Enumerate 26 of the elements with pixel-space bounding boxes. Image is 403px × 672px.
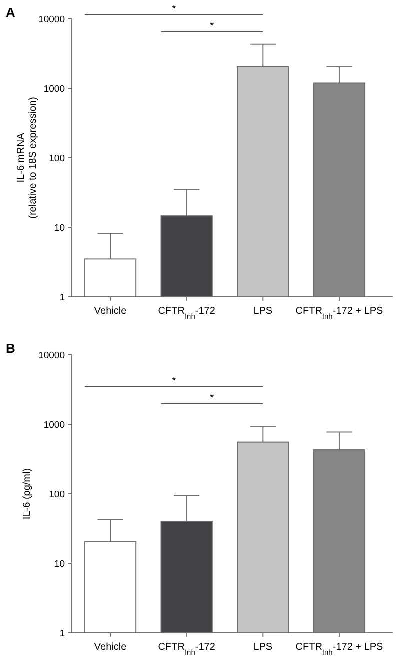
x-tick-label: LPS: [254, 642, 273, 653]
y-tick-label: 1000: [44, 84, 65, 95]
y-tick-label: 10: [54, 222, 65, 234]
y-tick-label: 1: [60, 628, 65, 640]
y-tick-label: 1: [60, 292, 65, 304]
y-axis-title: IL-6 (pg/ml): [22, 468, 33, 520]
y-tick-label: 10000: [38, 14, 65, 26]
annotation: *: [210, 21, 214, 32]
y-tick-label: 100: [49, 489, 65, 500]
y-tick-label: 1000: [44, 420, 65, 431]
x-tick-label: CFTR$_{Inh}$-172 + LPS: [296, 306, 384, 320]
x-tick-label: Vehicle: [94, 642, 128, 653]
x-tick-label: Vehicle: [94, 306, 128, 317]
chart-title: A: [6, 5, 16, 20]
text: *: [172, 4, 176, 15]
y-tick-label: 10000: [38, 350, 65, 362]
annotation: *: [172, 376, 176, 387]
y-tick-label: 10: [54, 558, 65, 570]
x-tick-label: CFTR$_{Inh}$-172: [158, 642, 216, 656]
x-tick-label: CFTR$_{Inh}$-172 + LPS: [296, 642, 384, 656]
chart-title: B: [6, 341, 16, 356]
y-axis-title: IL-6 mRNA (relative to 18S expression): [16, 97, 39, 219]
x-tick-label: CFTR$_{Inh}$-172: [158, 306, 216, 320]
x-tick-label: LPS: [254, 306, 273, 317]
y-tick-label: 100: [49, 153, 65, 164]
annotation: *: [210, 393, 214, 404]
